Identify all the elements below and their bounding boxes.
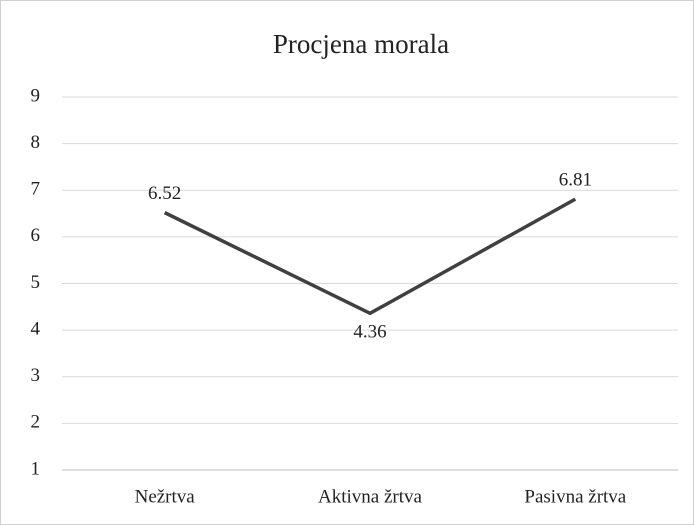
chart-title: Procjena morala	[273, 29, 449, 59]
data-label: 4.36	[353, 322, 386, 343]
y-tick-label: 7	[31, 179, 41, 200]
x-tick-label: Pasivna žrtva	[524, 486, 626, 507]
y-tick-label: 1	[31, 458, 41, 479]
y-tick-label: 2	[31, 412, 41, 433]
y-tick-label: 9	[31, 85, 41, 106]
y-tick-label: 8	[31, 132, 41, 153]
x-tick-label: Nežrtva	[135, 486, 196, 507]
line	[163, 197, 577, 316]
x-tick-label: Aktivna žrtva	[318, 486, 423, 507]
y-tick-label: 5	[31, 272, 41, 293]
data-label: 6.81	[559, 169, 592, 190]
y-tick-label: 6	[31, 225, 41, 246]
data-label: 6.52	[148, 183, 181, 204]
y-tick-label: 4	[31, 318, 41, 339]
y-tick-label: 3	[31, 365, 41, 386]
